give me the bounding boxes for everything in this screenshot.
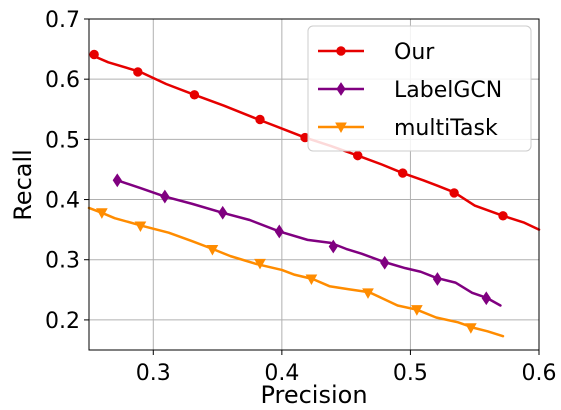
legend-marker-1	[336, 82, 346, 96]
x-tick-label: 0.3	[136, 361, 171, 386]
x-tick-label: 0.4	[264, 361, 299, 386]
data-point-1-1	[160, 189, 170, 204]
data-point-0-6	[398, 168, 408, 178]
legend-box	[307, 25, 532, 152]
y-axis-label: Recall	[9, 149, 37, 221]
data-point-1-4	[328, 239, 338, 254]
data-point-2-2	[206, 244, 219, 256]
x-tick-label: 0.5	[393, 361, 428, 386]
data-point-0-8	[498, 211, 508, 221]
series-line-2	[87, 206, 505, 338]
data-point-1-6	[432, 272, 443, 286]
data-point-0-7	[449, 188, 459, 198]
data-point-0-3	[255, 114, 265, 125]
legend-label-0: Our	[394, 40, 435, 65]
data-point-1-3	[274, 224, 284, 239]
data-point-2-0	[96, 208, 108, 219]
data-point-0-2	[189, 90, 200, 100]
y-tick-label: 0.3	[45, 249, 80, 274]
x-tick-label: 0.6	[522, 361, 557, 386]
data-point-2-1	[134, 221, 147, 233]
data-point-1-0	[112, 173, 122, 188]
x-axis-label: Precision	[260, 381, 367, 409]
series-group	[87, 49, 541, 338]
data-point-2-7	[465, 323, 477, 334]
axes	[84, 18, 540, 355]
data-point-2-4	[305, 274, 318, 286]
data-point-1-5	[380, 255, 390, 270]
data-point-1-2	[218, 205, 228, 220]
plot-frame	[88, 18, 540, 351]
data-point-0-0	[89, 49, 99, 60]
y-tick-label: 0.2	[45, 309, 80, 334]
data-point-2-5	[362, 288, 374, 299]
legend-label-2: multiTask	[394, 116, 498, 141]
y-tick-label: 0.6	[45, 68, 80, 93]
y-tick-label: 0.4	[45, 189, 80, 214]
legend-marker-2	[335, 122, 347, 134]
series-line-1	[116, 179, 502, 307]
legend-label-1: LabelGCN	[394, 78, 502, 103]
data-point-2-3	[254, 258, 266, 270]
y-tick-label: 0.5	[45, 128, 80, 153]
data-point-1-7	[481, 291, 491, 306]
data-point-0-5	[353, 150, 363, 161]
tick-labels: 0.3 0.4 0.5 0.6 0.2 0.3 0.4 0.5 0.6 0.7	[45, 8, 557, 386]
data-point-2-6	[411, 305, 423, 316]
legend: Our LabelGCN multiTask	[307, 25, 532, 152]
y-tick-label: 0.7	[45, 8, 80, 33]
legend-marker-0	[336, 46, 346, 56]
data-point-0-1	[133, 67, 143, 77]
